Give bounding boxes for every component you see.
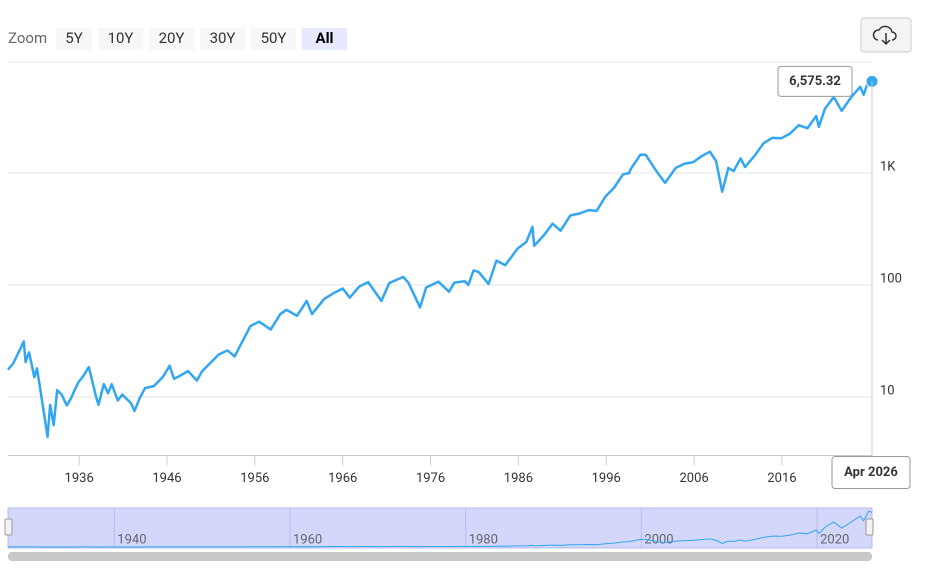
y-tick-label: 1K	[880, 159, 896, 174]
range-button-label[interactable]: 30Y	[210, 29, 236, 47]
range-button[interactable]	[98, 28, 143, 50]
range-button-label[interactable]: 5Y	[65, 29, 82, 47]
range-button[interactable]	[251, 28, 296, 50]
x-tick-label: 1996	[592, 471, 621, 486]
range-buttons: 5Y 10Y 20Y 30Y 50Y All	[56, 28, 347, 50]
tooltip-box	[777, 65, 853, 97]
range-button[interactable]	[149, 28, 194, 50]
x-tick-label: 1956	[240, 471, 269, 486]
zoom-label: Zoom	[8, 29, 47, 47]
nav-handle-right[interactable]	[865, 518, 874, 536]
tooltip-date: Apr 2026	[844, 465, 898, 480]
scrollbar[interactable]	[8, 552, 872, 561]
tooltip-value: 6,575.32	[789, 74, 841, 89]
nav-handle-left[interactable]	[4, 518, 13, 536]
navigator-tick-label: 2000	[644, 532, 673, 547]
range-button[interactable]	[302, 28, 347, 50]
navigator-line	[7, 510, 873, 548]
range-button-label[interactable]: 10Y	[108, 29, 134, 47]
x-tick-label: 2006	[679, 471, 708, 486]
date-box	[831, 456, 911, 489]
download-icon[interactable]	[872, 25, 897, 46]
x-tick-label: 1946	[152, 471, 181, 486]
y-tick-label: 10	[880, 383, 895, 398]
range-button[interactable]	[200, 28, 245, 50]
range-button-label[interactable]: 20Y	[159, 29, 185, 47]
navigator-tick-label: 1960	[293, 532, 322, 547]
x-tick-label: 1976	[416, 471, 445, 486]
range-button[interactable]	[56, 28, 92, 50]
x-tick-label: 2016	[767, 471, 796, 486]
range-button-label[interactable]: 50Y	[261, 29, 287, 47]
series-line	[7, 78, 873, 439]
navigator-tick-label: 1980	[469, 532, 498, 547]
x-tick-label: 1986	[504, 471, 533, 486]
navigator-tick-label: 2020	[820, 532, 849, 547]
x-tick-label: 1936	[65, 471, 94, 486]
x-tick-label: 1966	[328, 471, 357, 486]
range-button-label[interactable]: All	[315, 29, 333, 47]
y-tick-label: 100	[880, 271, 902, 286]
download-button[interactable]	[860, 17, 912, 53]
navigator-tick-label: 1940	[117, 532, 146, 547]
